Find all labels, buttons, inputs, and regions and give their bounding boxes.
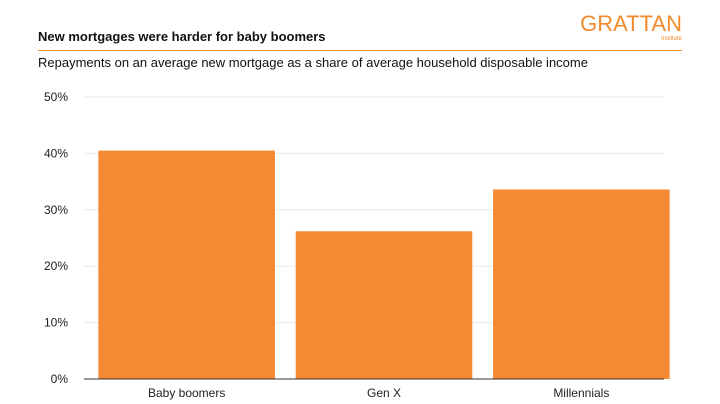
chart-title: New mortgages were harder for baby boome… [38,29,326,44]
logo-subtext: Institute [660,36,682,42]
y-tick-label: 10% [44,316,68,330]
bar-gen-x [295,231,473,379]
logo-wordmark: GRATTAN [580,11,682,36]
title-divider [38,50,682,51]
x-tick-label: Millennials [553,386,609,400]
y-tick-label: 50% [44,90,68,104]
x-axis-ticks: Baby boomers Gen X Millennials [148,386,609,400]
x-tick-label: Gen X [367,386,401,400]
y-tick-label: 30% [44,203,68,217]
y-axis-ticks: 0% 10% 20% 30% 40% 50% [44,90,68,386]
y-tick-label: 40% [44,146,68,160]
y-tick-label: 0% [51,372,69,386]
chart-subtitle: Repayments on an average new mortgage as… [38,55,588,70]
x-tick-label: Baby boomers [148,386,225,400]
bar-baby-boomers [98,150,275,379]
bar-millennials [493,189,670,379]
grattan-logo: GRATTAN Institute [580,11,682,43]
y-tick-label: 20% [44,259,68,273]
bars [98,150,670,379]
